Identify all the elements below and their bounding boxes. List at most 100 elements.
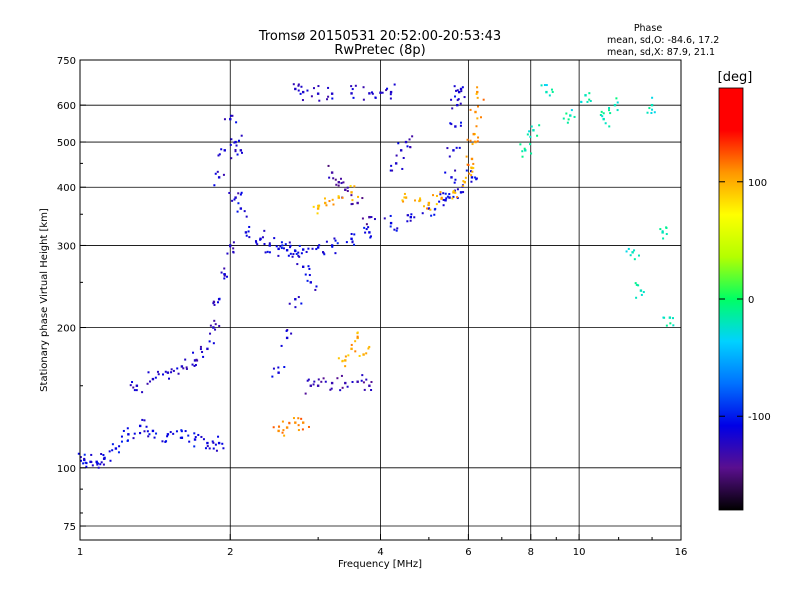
data-point	[646, 111, 649, 114]
grid-lines	[80, 60, 681, 540]
data-point	[139, 431, 142, 434]
data-point	[324, 201, 327, 205]
data-point	[330, 244, 334, 247]
data-point	[166, 435, 169, 438]
data-point	[381, 91, 384, 94]
data-point	[209, 324, 212, 327]
axis-ticks: 1 2 4 6 8 10 16 75 100 200 300 400 500 600 750	[57, 56, 687, 558]
data-point	[206, 441, 209, 445]
data-point	[365, 228, 368, 231]
data-point	[588, 92, 591, 95]
data-point	[85, 465, 88, 468]
data-point	[291, 255, 294, 258]
data-point	[465, 155, 468, 158]
data-point	[362, 86, 365, 89]
data-point	[650, 103, 654, 107]
data-point	[526, 133, 529, 136]
data-point	[327, 95, 330, 98]
data-point	[231, 114, 234, 117]
data-point	[310, 95, 313, 98]
data-point	[141, 391, 144, 394]
data-point	[446, 195, 449, 198]
data-point	[433, 213, 436, 216]
y-tick-label: 300	[57, 241, 76, 252]
data-point	[470, 157, 474, 161]
stats-line-o: mean, sd,O: -84.6, 17.2	[607, 35, 719, 46]
data-point	[453, 85, 456, 88]
data-point	[254, 240, 257, 243]
data-point	[236, 153, 239, 156]
data-point	[283, 434, 286, 437]
data-point	[410, 213, 413, 216]
data-point	[102, 457, 105, 460]
data-point	[404, 196, 408, 199]
data-point	[344, 359, 347, 362]
data-point	[464, 176, 467, 179]
data-point	[609, 112, 612, 115]
data-point	[325, 240, 328, 243]
data-point	[440, 196, 443, 199]
data-point	[313, 380, 316, 383]
data-point	[452, 191, 455, 194]
data-point	[653, 111, 656, 114]
data-point	[263, 243, 266, 246]
data-point	[468, 172, 471, 175]
data-point	[285, 249, 289, 252]
data-point	[472, 167, 475, 170]
data-point	[476, 105, 479, 108]
data-point	[280, 241, 283, 244]
data-point	[170, 368, 173, 371]
data-point	[390, 164, 393, 167]
data-point	[545, 84, 548, 87]
data-point	[315, 285, 318, 288]
data-point	[586, 100, 589, 103]
data-point	[402, 156, 405, 159]
data-point	[475, 125, 478, 128]
data-point	[350, 203, 353, 206]
data-point	[422, 205, 425, 208]
data-point	[222, 447, 225, 450]
data-point	[427, 203, 430, 206]
data-point	[334, 252, 337, 255]
data-point	[164, 370, 167, 373]
data-point	[567, 118, 570, 121]
data-point	[356, 331, 359, 334]
data-point	[389, 90, 393, 94]
data-points	[77, 83, 675, 469]
data-point	[255, 241, 258, 244]
data-point	[118, 445, 121, 448]
data-point	[450, 98, 453, 101]
data-point	[323, 253, 326, 256]
data-point	[232, 241, 235, 244]
data-point	[243, 210, 246, 213]
data-point	[322, 377, 325, 380]
data-point	[328, 176, 331, 179]
data-point	[444, 171, 447, 174]
data-point	[453, 181, 456, 184]
data-point	[545, 90, 548, 94]
data-point	[185, 367, 188, 370]
data-point	[261, 236, 264, 239]
data-point	[82, 462, 85, 465]
data-point	[672, 324, 675, 327]
data-point	[474, 176, 477, 179]
data-point	[301, 90, 305, 94]
data-point	[404, 140, 408, 144]
data-point	[458, 146, 461, 149]
data-point	[188, 440, 191, 443]
data-point	[169, 431, 172, 434]
data-point	[300, 252, 303, 255]
data-point	[280, 247, 283, 250]
data-point	[334, 239, 337, 242]
data-point	[285, 336, 289, 340]
data-point	[240, 191, 243, 194]
data-point	[146, 430, 149, 433]
data-point	[237, 139, 240, 142]
data-point	[373, 218, 376, 221]
data-point	[350, 343, 353, 346]
data-point	[565, 112, 568, 115]
data-point	[350, 232, 353, 235]
data-point	[184, 358, 187, 361]
data-point	[471, 170, 474, 173]
data-point	[427, 207, 431, 210]
